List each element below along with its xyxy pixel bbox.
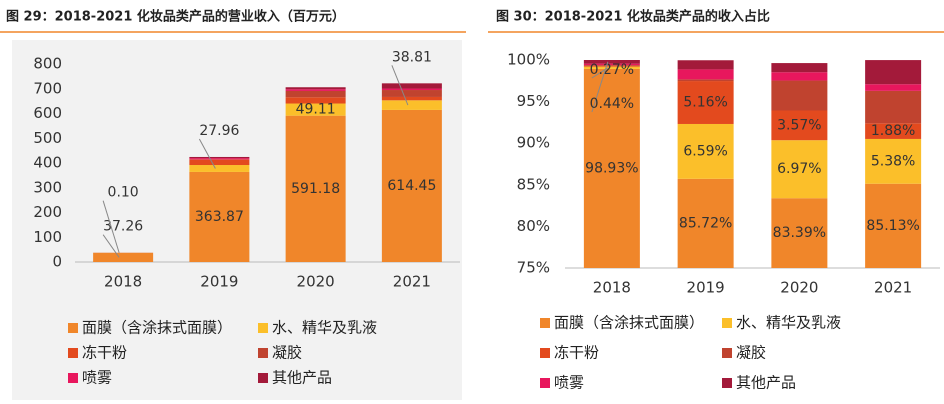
- y-tick-label: 85%: [517, 175, 550, 193]
- data-label: 0.44%: [590, 96, 634, 112]
- y-tick-label: 80%: [517, 217, 550, 235]
- y-tick-label: 200: [33, 203, 62, 221]
- data-label: 614.45: [387, 178, 436, 194]
- data-label: 85.13%: [866, 218, 919, 234]
- data-label: 591.18: [291, 181, 340, 197]
- data-label: 83.39%: [773, 225, 826, 241]
- data-label: 27.96: [199, 123, 239, 139]
- bar-segment: [678, 69, 734, 79]
- y-tick-label: 800: [33, 55, 62, 73]
- x-tick-label: 2020: [780, 279, 818, 297]
- bar-segment: [865, 84, 921, 91]
- legend-label: 凝胶: [272, 344, 302, 362]
- bar-segment: [286, 91, 346, 97]
- x-tick-label: 2019: [687, 279, 725, 297]
- bar-segment: [865, 91, 921, 123]
- y-tick-label: 95%: [517, 92, 550, 110]
- legend-label: 凝胶: [736, 344, 766, 362]
- bar-segment: [382, 90, 442, 97]
- bar-segment: [771, 72, 827, 80]
- data-label: 0.27%: [590, 62, 634, 78]
- bar-segment: [286, 89, 346, 91]
- x-tick-label: 2018: [593, 279, 631, 297]
- x-tick-label: 2018: [104, 273, 142, 291]
- bar-segment: [189, 165, 249, 172]
- data-label: 363.87: [195, 209, 244, 225]
- legend-swatch: [68, 348, 78, 358]
- y-tick-label: 100: [33, 228, 62, 246]
- x-tick-label: 2021: [874, 279, 912, 297]
- legend-swatch: [540, 348, 550, 358]
- y-tick-label: 90%: [517, 134, 550, 152]
- legend-label: 水、精华及乳液: [272, 319, 377, 337]
- data-label: 1.88%: [871, 123, 915, 139]
- data-label: 38.81: [392, 49, 432, 65]
- legend-swatch: [722, 318, 732, 328]
- legend-label: 水、精华及乳液: [736, 314, 841, 332]
- y-tick-label: 100%: [507, 51, 550, 69]
- bar-segment: [189, 157, 249, 158]
- bar-segment: [382, 97, 442, 100]
- legend-label: 其他产品: [272, 369, 332, 387]
- legend-swatch: [722, 378, 732, 388]
- legend-label: 冻干粉: [82, 344, 127, 362]
- legend-swatch: [540, 378, 550, 388]
- y-tick-label: 300: [33, 178, 62, 196]
- data-label: 6.59%: [683, 143, 727, 159]
- legend-label: 其他产品: [736, 374, 796, 392]
- data-label: 85.72%: [679, 215, 732, 231]
- x-tick-label: 2020: [297, 273, 335, 291]
- legend-swatch: [258, 373, 268, 383]
- legend-label: 面膜（含涂抹式面膜）: [554, 314, 704, 332]
- legend-swatch: [258, 348, 268, 358]
- chart-title: 图 30：2018-2021 化妆品类产品的收入占比: [496, 9, 770, 25]
- y-tick-label: 75%: [517, 259, 550, 277]
- legend-swatch: [540, 318, 550, 328]
- legend-label: 喷雾: [554, 374, 584, 392]
- bar-segment: [189, 160, 249, 165]
- data-label: 5.38%: [871, 153, 915, 169]
- data-label: 5.16%: [683, 95, 727, 111]
- bar-segment: [189, 158, 249, 159]
- y-tick-label: 500: [33, 129, 62, 147]
- legend-label: 喷雾: [82, 369, 112, 387]
- x-tick-label: 2019: [200, 273, 238, 291]
- legend-swatch: [722, 348, 732, 358]
- bar-segment: [678, 79, 734, 81]
- y-tick-label: 700: [33, 79, 62, 97]
- data-label: 3.57%: [777, 117, 821, 133]
- data-label: 49.11: [296, 102, 336, 118]
- bar-segment: [382, 83, 442, 88]
- y-tick-label: 0: [52, 253, 62, 271]
- bar-segment: [286, 87, 346, 89]
- legend-swatch: [258, 323, 268, 333]
- y-tick-label: 600: [33, 104, 62, 122]
- chart-title: 图 29：2018-2021 化妆品类产品的营业收入（百万元）: [6, 9, 345, 25]
- legend-label: 面膜（含涂抹式面膜）: [82, 319, 232, 337]
- bar-segment: [771, 63, 827, 72]
- x-tick-label: 2021: [393, 273, 431, 291]
- data-label: 0.10: [108, 185, 139, 201]
- bar-segment: [678, 60, 734, 69]
- data-label: 6.97%: [777, 161, 821, 177]
- y-tick-label: 400: [33, 154, 62, 172]
- legend-swatch: [68, 323, 78, 333]
- bar-segment: [93, 253, 153, 262]
- bar-segment: [771, 81, 827, 111]
- legend-label: 冻干粉: [554, 344, 599, 362]
- bar-segment: [382, 89, 442, 90]
- bar-segment: [865, 60, 921, 84]
- data-label: 98.93%: [585, 160, 638, 176]
- bar-segment: [382, 100, 442, 110]
- legend-swatch: [68, 373, 78, 383]
